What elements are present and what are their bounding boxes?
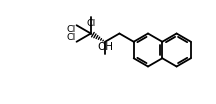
Text: Cl: Cl bbox=[86, 19, 95, 27]
Text: Cl: Cl bbox=[67, 33, 76, 42]
Text: Cl: Cl bbox=[67, 25, 76, 34]
Text: OH: OH bbox=[97, 42, 113, 52]
